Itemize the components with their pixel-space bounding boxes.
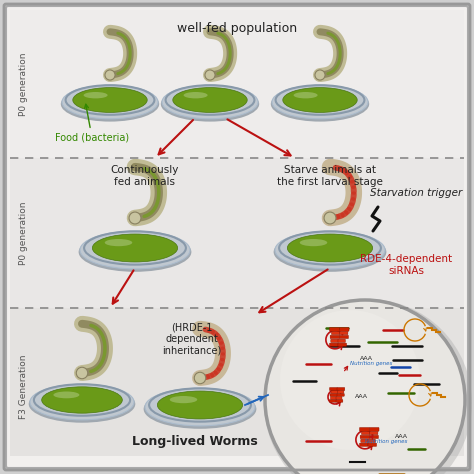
Text: well-fed population: well-fed population	[177, 22, 297, 35]
FancyBboxPatch shape	[370, 431, 378, 435]
Circle shape	[324, 212, 336, 224]
Ellipse shape	[271, 86, 369, 122]
Circle shape	[264, 299, 472, 474]
Ellipse shape	[157, 391, 243, 419]
FancyBboxPatch shape	[369, 435, 378, 438]
FancyBboxPatch shape	[329, 343, 338, 346]
Ellipse shape	[275, 231, 385, 269]
Circle shape	[194, 372, 206, 384]
Text: RDE-4-dependent
siRNAs: RDE-4-dependent siRNAs	[360, 255, 452, 276]
FancyBboxPatch shape	[368, 439, 375, 442]
Ellipse shape	[272, 85, 368, 119]
Ellipse shape	[273, 232, 386, 272]
Ellipse shape	[144, 389, 256, 429]
FancyBboxPatch shape	[337, 393, 344, 396]
FancyBboxPatch shape	[336, 396, 342, 399]
FancyBboxPatch shape	[362, 431, 370, 435]
Ellipse shape	[30, 384, 134, 420]
FancyBboxPatch shape	[339, 335, 348, 338]
Ellipse shape	[42, 387, 122, 413]
Circle shape	[205, 70, 215, 80]
Circle shape	[129, 212, 141, 224]
Circle shape	[280, 310, 420, 450]
Text: (HRDE-1
dependent
inheritance): (HRDE-1 dependent inheritance)	[163, 322, 222, 355]
FancyBboxPatch shape	[329, 328, 339, 331]
Ellipse shape	[83, 92, 108, 99]
Text: P0 generation: P0 generation	[19, 52, 28, 116]
Ellipse shape	[61, 86, 159, 122]
Bar	[10, 158, 464, 308]
Text: Starvation trigger: Starvation trigger	[370, 188, 462, 198]
FancyBboxPatch shape	[361, 439, 368, 442]
Text: Starve animals at
the first larval stage: Starve animals at the first larval stage	[277, 165, 383, 187]
Ellipse shape	[145, 388, 255, 426]
FancyBboxPatch shape	[339, 331, 348, 335]
Ellipse shape	[293, 92, 318, 99]
FancyBboxPatch shape	[336, 400, 343, 402]
Bar	[10, 10, 464, 158]
Ellipse shape	[161, 86, 259, 122]
Ellipse shape	[29, 385, 135, 423]
Text: Food (bacteria): Food (bacteria)	[55, 104, 129, 143]
Text: P0 generation: P0 generation	[19, 201, 28, 265]
Text: Long-lived Worms: Long-lived Worms	[132, 435, 258, 448]
FancyBboxPatch shape	[331, 331, 340, 335]
FancyBboxPatch shape	[337, 391, 344, 393]
Ellipse shape	[283, 88, 357, 112]
Ellipse shape	[92, 234, 178, 262]
FancyBboxPatch shape	[338, 339, 346, 343]
Text: Continuously
fed animals: Continuously fed animals	[111, 165, 179, 187]
Ellipse shape	[183, 92, 208, 99]
FancyBboxPatch shape	[329, 400, 337, 402]
Text: Nutrition genes: Nutrition genes	[350, 361, 392, 366]
Ellipse shape	[105, 239, 132, 246]
FancyBboxPatch shape	[337, 388, 345, 391]
Ellipse shape	[79, 232, 191, 272]
Bar	[10, 308, 464, 456]
FancyBboxPatch shape	[330, 396, 337, 399]
FancyBboxPatch shape	[338, 343, 346, 346]
FancyBboxPatch shape	[6, 6, 468, 468]
FancyBboxPatch shape	[329, 388, 337, 391]
FancyBboxPatch shape	[339, 328, 349, 331]
Ellipse shape	[173, 88, 247, 112]
Ellipse shape	[300, 239, 327, 246]
Ellipse shape	[80, 231, 190, 269]
FancyBboxPatch shape	[330, 393, 337, 396]
Text: F3 Generation: F3 Generation	[19, 355, 28, 419]
FancyBboxPatch shape	[360, 435, 369, 438]
FancyBboxPatch shape	[368, 443, 376, 447]
FancyBboxPatch shape	[359, 428, 369, 431]
Circle shape	[315, 70, 325, 80]
Text: AAA: AAA	[395, 434, 408, 439]
Ellipse shape	[170, 396, 197, 403]
FancyBboxPatch shape	[359, 443, 368, 447]
FancyBboxPatch shape	[331, 339, 338, 343]
Circle shape	[76, 367, 88, 379]
FancyBboxPatch shape	[330, 335, 339, 338]
Ellipse shape	[162, 85, 258, 119]
Ellipse shape	[287, 234, 373, 262]
Text: AAA: AAA	[360, 356, 373, 361]
Ellipse shape	[62, 85, 158, 119]
Circle shape	[265, 300, 465, 474]
Circle shape	[105, 70, 115, 80]
FancyBboxPatch shape	[369, 428, 379, 431]
FancyBboxPatch shape	[331, 391, 337, 393]
Text: Nutrition genes: Nutrition genes	[365, 439, 407, 444]
Ellipse shape	[54, 392, 80, 398]
Ellipse shape	[73, 88, 147, 112]
Text: AAA: AAA	[355, 394, 368, 399]
